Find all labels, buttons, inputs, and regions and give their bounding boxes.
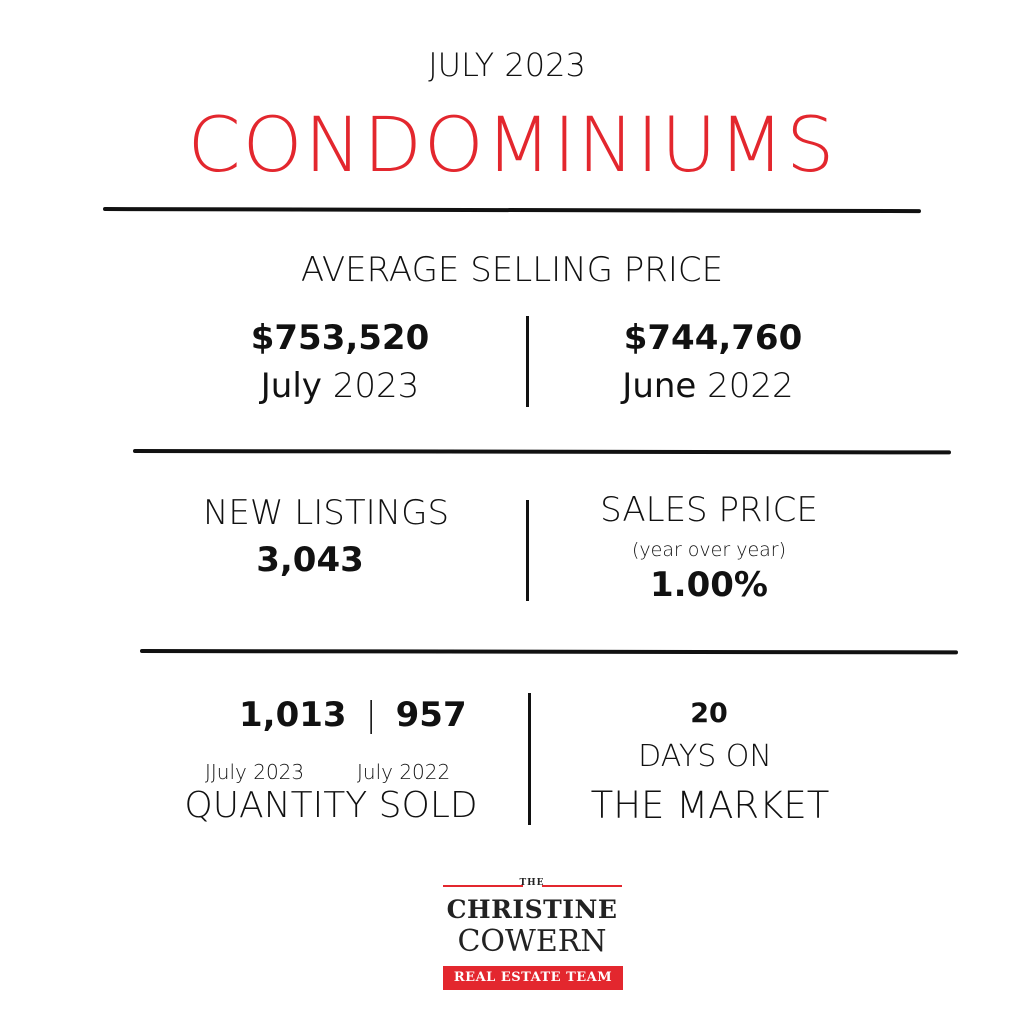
quantity-sold-values: 1,013 | 957 [239,695,467,735]
days-on-market-line2: THE MARKET [590,784,830,827]
quantity-divider [528,693,531,825]
divider-top [102,207,922,214]
avg-price-divider [526,316,529,407]
logo-line1: CHRISTINE [446,895,618,924]
new-listings-value: 3,043 [256,540,364,580]
logo-badge: REAL ESTATE TEAM [443,966,623,990]
quantity-sold-previous: 957 [395,695,467,735]
quantity-sold-previous-label: July 2022 [357,760,451,784]
avg-price-previous-year: 2022 [707,366,794,406]
page-title: CONDOMINIUMS [187,100,837,189]
avg-price-previous-month: June [622,366,697,406]
days-on-market-value: 20 [690,698,728,729]
avg-price-heading: AVERAGE SELLING PRICE [300,250,724,290]
divider-middle [132,449,952,455]
new-listings-heading: NEW LISTINGS [202,493,450,533]
sales-price-subheading: (year over year) [631,539,787,561]
logo-rule-right [542,885,622,887]
quantity-sold-current: 1,013 [239,695,347,735]
avg-price-current-period: July 2023 [261,366,420,406]
report-month: JULY 2023 [428,46,586,84]
divider-bottom [139,649,959,655]
avg-price-previous-period: June 2022 [622,366,793,406]
sales-price-heading: SALES PRICE [600,490,818,530]
quantity-sold-heading: QUANTITY SOLD [184,785,478,826]
days-on-market-line1: DAYS ON [638,739,772,774]
avg-price-current-year: 2023 [332,366,420,406]
sales-price-value: 1.00% [650,565,768,605]
quantity-sold-current-label: JJuly 2023 [205,760,305,784]
logo-line2: COWERN [457,924,607,959]
avg-price-current-value: $753,520 [250,318,430,358]
avg-price-current-month: July [260,366,322,406]
quantity-sold-separator: | [365,695,377,735]
logo-the: THE [519,878,545,888]
avg-price-previous-value: $744,760 [623,318,803,358]
logo-rule-left [443,885,523,887]
listings-divider [526,500,529,601]
